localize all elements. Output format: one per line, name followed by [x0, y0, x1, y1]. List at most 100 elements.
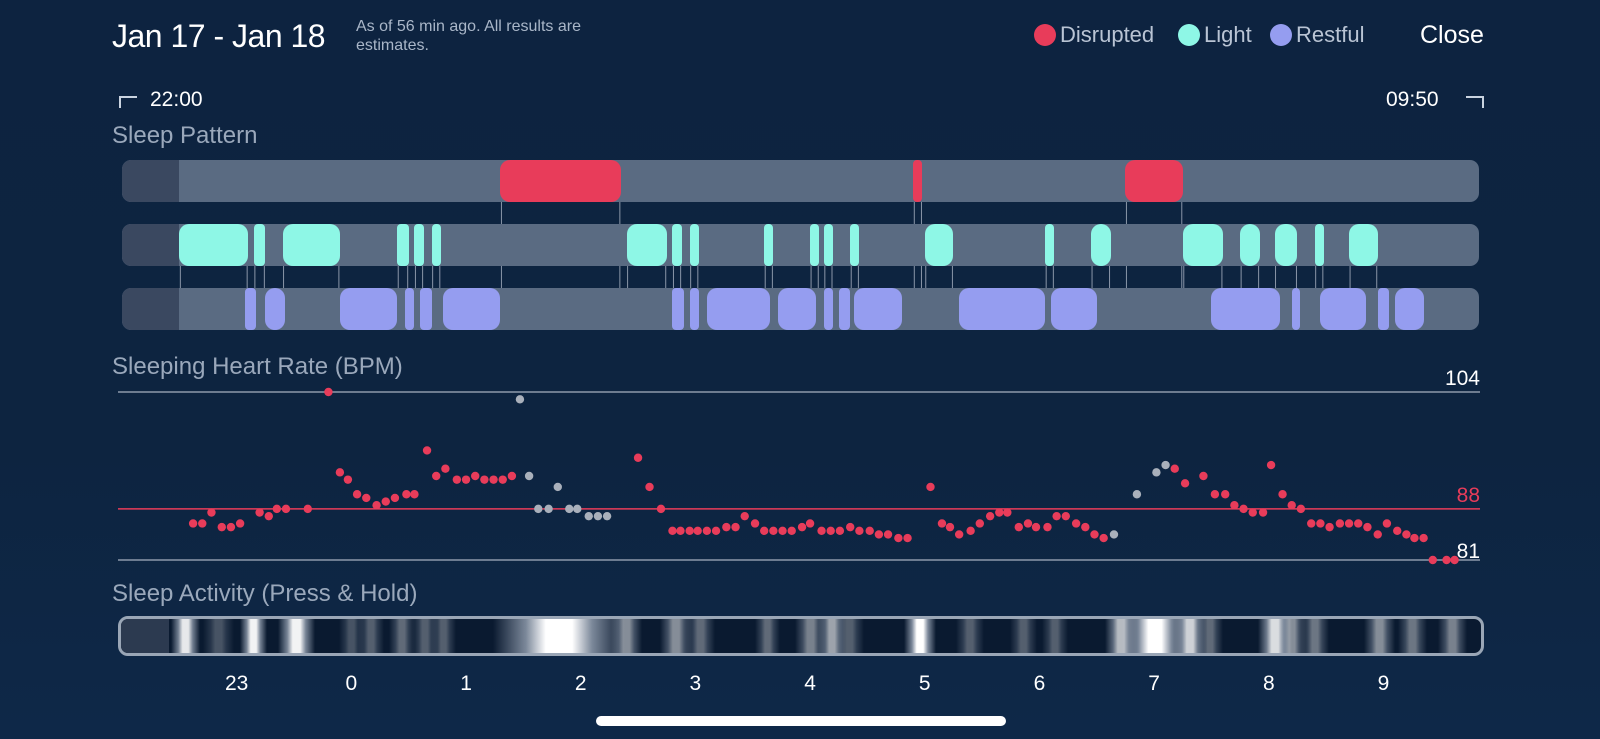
- legend-restful: Restful: [1270, 22, 1364, 48]
- sleep-activity-title: Sleep Activity (Press & Hold): [112, 580, 418, 607]
- heart-rate-point: [471, 471, 480, 481]
- heart-rate-point: [534, 504, 543, 514]
- disrupted-segment: [913, 160, 923, 202]
- activity-band: [1438, 619, 1467, 653]
- heart-rate-point: [633, 453, 643, 462]
- heart-rate-point: [966, 526, 975, 535]
- light-segment: [626, 224, 667, 266]
- light-track[interactable]: [122, 224, 1479, 266]
- home-indicator[interactable]: [596, 716, 1006, 726]
- heart-rate-point: [264, 511, 273, 521]
- activity-band: [170, 619, 200, 653]
- legend-disrupted-label: Disrupted: [1060, 22, 1155, 47]
- heart-rate-point: [226, 522, 236, 532]
- disrupted-segment: [1125, 160, 1183, 202]
- heart-rate-point: [544, 504, 553, 514]
- heart-rate-point: [515, 395, 525, 404]
- restful-segment: [853, 288, 902, 330]
- activity-band: [1363, 619, 1396, 653]
- heart-rate-point: [524, 471, 534, 481]
- restful-segment: [339, 288, 398, 330]
- heart-rate-point: [769, 526, 778, 535]
- heart-rate-point: [668, 526, 677, 535]
- activity-band: [817, 619, 846, 653]
- restful-segment: [1394, 288, 1424, 330]
- restful-dot-icon: [1270, 24, 1292, 46]
- sleep-activity-bar[interactable]: [118, 616, 1484, 656]
- heart-rate-point: [975, 519, 985, 528]
- restful-segment: [244, 288, 257, 330]
- heart-rate-point: [489, 475, 498, 484]
- light-dot-icon: [1178, 24, 1200, 46]
- heart-rate-point: [565, 504, 574, 514]
- light-segment: [1045, 224, 1055, 266]
- heart-rate-point: [1296, 504, 1306, 514]
- track-head: [122, 160, 179, 202]
- disrupted-dot-icon: [1034, 24, 1056, 46]
- heart-rate-point: [711, 526, 721, 535]
- heart-rate-point: [645, 482, 654, 492]
- heart-rate-point: [1382, 519, 1392, 528]
- heart-rate-point: [1450, 555, 1459, 565]
- range-start-time: 22:00: [150, 88, 203, 111]
- heart-rate-point: [1410, 533, 1419, 543]
- axis-hour-label: 1: [460, 672, 472, 695]
- heart-rate-point: [1003, 508, 1012, 517]
- heart-rate-point: [797, 522, 807, 532]
- heart-rate-point: [1099, 533, 1108, 543]
- heart-rate-point: [817, 526, 826, 535]
- heart-rate-point: [865, 526, 874, 535]
- heart-rate-point: [390, 493, 400, 503]
- heart-rate-point: [573, 504, 582, 514]
- heart-rate-point: [874, 530, 884, 539]
- heart-rate-point: [1442, 555, 1451, 565]
- activity-band: [1009, 619, 1037, 653]
- min-bpm-label: 81: [1457, 540, 1480, 563]
- heart-rate-point: [593, 511, 603, 521]
- heart-rate-point: [1287, 501, 1296, 510]
- light-segment: [1349, 224, 1378, 266]
- activity-band: [610, 619, 643, 653]
- light-segment: [924, 224, 954, 266]
- activity-band: [277, 619, 315, 653]
- light-segment: [764, 224, 774, 266]
- heart-rate-point: [1373, 530, 1382, 539]
- activity-band: [389, 619, 415, 653]
- legend-light: Light: [1178, 22, 1252, 48]
- heart-rate-point: [1132, 490, 1142, 499]
- restful-track[interactable]: [122, 288, 1479, 330]
- light-segment: [1314, 224, 1324, 266]
- restful-segment: [959, 288, 1046, 330]
- light-segment: [672, 224, 682, 266]
- heart-rate-point: [362, 493, 371, 503]
- legend-restful-label: Restful: [1296, 22, 1365, 47]
- heart-rate-point: [685, 526, 694, 535]
- activity-band: [1277, 619, 1306, 653]
- heart-rate-point: [507, 471, 517, 481]
- activity-band: [239, 619, 267, 653]
- activity-band: [338, 619, 365, 653]
- heart-rate-point: [1363, 522, 1372, 532]
- axis-hour-label: 3: [689, 672, 702, 695]
- activity-band: [202, 619, 235, 653]
- axis-hour-label: 0: [345, 672, 358, 695]
- heart-rate-point: [1393, 526, 1402, 535]
- heart-rate-point: [372, 501, 381, 510]
- activity-head: [121, 619, 169, 653]
- close-button[interactable]: Close: [1420, 21, 1484, 49]
- light-segment: [431, 224, 441, 266]
- heart-rate-point: [1023, 519, 1033, 528]
- legend-disrupted: Disrupted: [1034, 22, 1154, 48]
- heart-rate-chart[interactable]: 104 88 81: [0, 370, 1600, 570]
- restful-segment: [838, 288, 851, 330]
- track-head: [122, 224, 179, 266]
- max-bpm-label: 104: [1445, 370, 1480, 390]
- heart-rate-point: [945, 522, 955, 532]
- light-segment: [179, 224, 249, 266]
- restful-segment: [689, 288, 699, 330]
- activity-band: [412, 619, 438, 653]
- heart-rate-point: [760, 526, 769, 535]
- disrupted-track[interactable]: [122, 160, 1479, 202]
- heart-rate-point: [995, 508, 1004, 517]
- activity-band: [955, 619, 984, 653]
